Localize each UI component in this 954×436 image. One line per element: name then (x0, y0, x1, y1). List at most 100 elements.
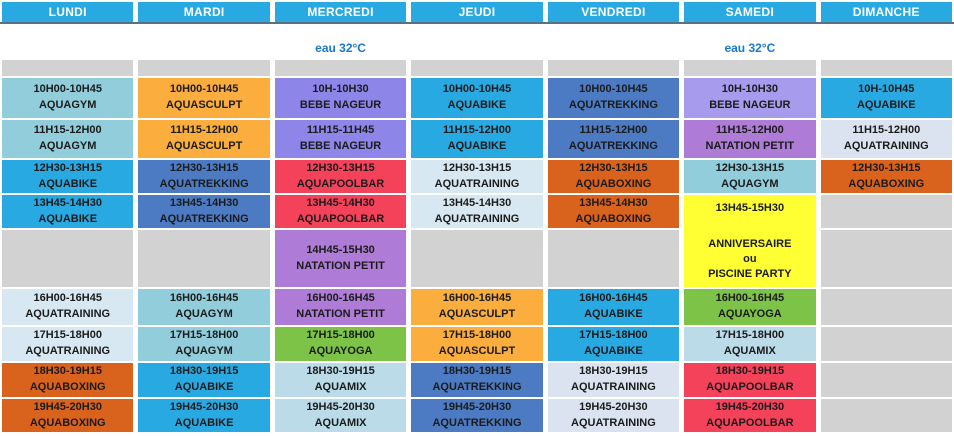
day-header-mercredi: MERCREDI (274, 2, 407, 22)
cell-time: 12H30-13H15 (33, 161, 102, 174)
cell-activity: NATATION PETIT (296, 259, 385, 272)
water-temp-row: eau 32°C eau 32°C (0, 24, 954, 58)
schedule-cell: 11H15-12H00 NATATION PETIT (684, 120, 816, 158)
cell-activity: AQUABIKE (447, 99, 507, 111)
schedule-cell: 19H45-20H30 AQUABOXING (2, 399, 134, 432)
cell-time: 18H30-19H15 (33, 365, 102, 378)
cell-activity: AQUABOXING (848, 177, 925, 190)
cell-activity: AQUATREKKING (568, 99, 658, 111)
day-header-lundi: LUNDI (2, 2, 134, 22)
cell-time: 19H45-20H30 (33, 400, 102, 413)
empty-cell (820, 289, 952, 325)
schedule-cell: 11H15-12H00 AQUATRAINING (820, 120, 952, 158)
cell-time: 11H15-12H00 (852, 124, 921, 137)
cell-activity: AQUAPOOLBAR (706, 416, 794, 429)
cell-activity: AQUASCULPT (438, 345, 516, 357)
schedule-cell: 11H15-11H45 BEBE NAGEUR (274, 120, 407, 158)
cell-time: 10H00-10H45 (33, 83, 102, 96)
empty-cell (138, 230, 270, 287)
schedule-cell: 19H45-20H30 AQUAMIX (274, 399, 407, 432)
schedule-cell: 13H45-14H30 AQUATREKKING (138, 195, 270, 228)
empty-cell (411, 230, 543, 287)
schedule-cell: 10H-10H30 BEBE NAGEUR (684, 78, 816, 118)
schedule-cell: 19H45-20H30 AQUATREKKING (411, 399, 543, 432)
cell-time: 16H00-16H45 (442, 292, 512, 305)
cell-time: 13H45-14H30 (169, 196, 239, 209)
day-header-jeudi: JEUDI (411, 2, 543, 22)
cell-activity: AQUAGYM (175, 345, 233, 357)
cell-activity: AQUABOXING (575, 212, 652, 225)
cell-time: 18H30-19H15 (715, 365, 785, 378)
empty-cell (820, 363, 952, 397)
cell-time: 11H15-12H00 (33, 124, 102, 137)
cell-activity: AQUATREKKING (432, 381, 522, 393)
cell-time: 16H00-16H45 (579, 292, 648, 305)
water-temp-label-samedi: eau 32°C (724, 41, 776, 55)
schedule-cell: 13H45-14H30 AQUAPOOLBAR (274, 195, 407, 228)
schedule-cell: 18H30-19H15 AQUABOXING (2, 363, 134, 397)
schedule-cell: 16H00-16H45 AQUASCULPT (411, 289, 543, 325)
cell-activity: AQUATRAINING (434, 212, 520, 225)
cell-time: 17H15-18H00 (33, 329, 102, 342)
schedule-cell: 17H15-18H00 AQUAYOGA (274, 327, 407, 361)
schedule-cell: 18H30-19H15 AQUATRAINING (547, 363, 680, 397)
cell-activity: AQUABOXING (29, 381, 106, 393)
schedule-cell: 18H30-19H15 AQUAPOOLBAR (684, 363, 816, 397)
empty-cell (820, 230, 952, 287)
cell-activity: AQUAGYM (38, 99, 97, 111)
cell-time: 18H30-19H15 (579, 365, 648, 378)
cell-time: 18H30-19H15 (169, 365, 239, 378)
header-row: LUNDI MARDI MERCREDI JEUDI VENDREDI SAMEDI DIM… (0, 0, 954, 24)
schedule-cell: 16H00-16H45 AQUABIKE (547, 289, 680, 325)
cell-activity: AQUAGYM (721, 177, 779, 190)
cell-activity: AQUATRAINING (434, 177, 520, 190)
schedule-cell: 18H30-19H15 AQUATREKKING (411, 363, 543, 397)
spacer-cell (274, 60, 407, 76)
empty-cell (820, 327, 952, 361)
schedule-cell: 12H30-13H15 AQUABOXING (820, 160, 952, 193)
cell-time: 13H45-15H30 (715, 202, 785, 214)
cell-activity: AQUAPOOLBAR (706, 381, 794, 393)
cell-activity: AQUATREKKING (568, 140, 658, 152)
cell-activity: NATATION PETIT (296, 308, 385, 320)
day-header-samedi: SAMEDI (684, 2, 816, 22)
schedule-cell: 10H00-10H45 AQUABIKE (411, 78, 543, 118)
cell-activity: AQUATRAINING (843, 140, 929, 152)
cell-activity: AQUASCULPT (165, 140, 243, 152)
schedule-cell: 16H00-16H45 AQUAYOGA (684, 289, 816, 325)
empty-cell (820, 195, 952, 228)
cell-time: 16H00-16H45 (33, 292, 102, 305)
water-temp-label-mercredi: eau 32°C (315, 41, 366, 55)
cell-time: 13H45-14H30 (442, 196, 512, 209)
cell-activity: AQUABOXING (575, 177, 652, 190)
cell-activity: AQUAGYM (175, 308, 233, 320)
empty-cell (820, 399, 952, 432)
empty-cell (547, 230, 680, 287)
schedule-cell: 17H15-18H00 AQUAGYM (138, 327, 270, 361)
cell-time: 19H45-20H30 (169, 400, 239, 413)
cell-time: 13H45-14H30 (33, 196, 102, 209)
schedule-cell: 11H15-12H00 AQUASCULPT (138, 120, 270, 158)
cell-time: 12H30-13H15 (169, 161, 239, 174)
cell-activity: AQUABOXING (29, 416, 106, 429)
cell-time: 17H15-18H00 (715, 329, 785, 342)
day-header-mardi: MARDI (138, 2, 270, 22)
cell-time: 10H-10H30 (721, 83, 778, 96)
cell-time: 11H15-12H00 (170, 124, 239, 137)
cell-activity: AQUABIKE (174, 416, 234, 429)
cell-activity: AQUATRAINING (25, 345, 111, 357)
cell-time: 19H45-20H30 (579, 400, 648, 413)
cell-activity: BEBE NAGEUR (299, 99, 382, 111)
cell-activity: NATATION PETIT (705, 140, 795, 152)
schedule-cell: 12H30-13H15 AQUABIKE (2, 160, 134, 193)
cell-time: 10H-10H45 (858, 83, 915, 96)
schedule-cell: 10H00-10H45 AQUATREKKING (547, 78, 680, 118)
schedule-cell: 10H-10H45 AQUABIKE (820, 78, 952, 118)
cell-time: 18H30-19H15 (306, 365, 375, 378)
schedule-cell: 19H45-20H30 AQUAPOOLBAR (684, 399, 816, 432)
schedule-cell: 12H30-13H15 AQUAPOOLBAR (274, 160, 407, 193)
cell-activity: AQUABIKE (447, 140, 507, 152)
schedule-cell: 17H15-18H00 AQUATRAINING (2, 327, 134, 361)
cell-time: 11H15-11H45 (306, 124, 375, 137)
cell-time: 12H30-13H15 (306, 161, 375, 174)
